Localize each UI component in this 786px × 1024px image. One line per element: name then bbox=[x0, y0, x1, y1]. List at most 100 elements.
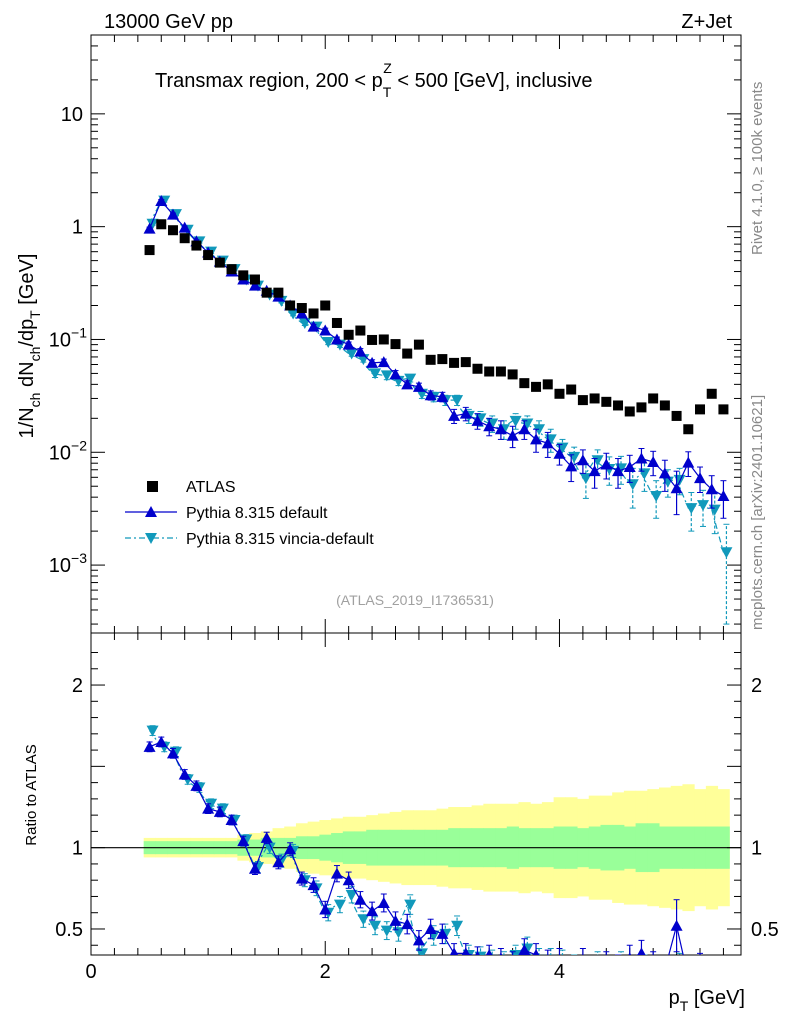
vincia-point bbox=[298, 317, 311, 329]
atlas-point bbox=[144, 245, 155, 256]
atlas-point bbox=[285, 300, 296, 311]
main-y-axis-label: 1/Nch dNch/dpT [GeV] bbox=[16, 254, 43, 439]
atlas-point bbox=[343, 329, 354, 340]
default-point bbox=[366, 356, 379, 368]
vincia-point bbox=[638, 468, 651, 480]
ratio-default-point bbox=[166, 747, 179, 759]
default-line bbox=[149, 199, 724, 497]
default-point bbox=[483, 420, 496, 432]
default-point bbox=[412, 380, 425, 392]
ratio-default-point bbox=[342, 874, 355, 886]
ratio-default-point bbox=[577, 956, 589, 967]
default-point bbox=[588, 465, 601, 477]
ratio-default-point bbox=[542, 956, 554, 967]
atlas-point bbox=[367, 334, 378, 345]
default-point bbox=[541, 437, 554, 449]
ratio-default-point bbox=[694, 964, 706, 975]
default-point bbox=[166, 208, 179, 220]
ratio-default-point bbox=[449, 947, 459, 955]
default-point bbox=[600, 458, 613, 470]
default-point bbox=[694, 472, 707, 484]
ratio-default-point bbox=[284, 843, 297, 855]
ratio-vincia-point bbox=[685, 973, 697, 984]
atlas-point bbox=[577, 395, 588, 406]
ratio-default-point bbox=[248, 862, 261, 874]
atlas-point bbox=[542, 379, 553, 390]
ratio-default-point bbox=[565, 969, 577, 980]
default-point bbox=[307, 320, 320, 332]
ratio-default-point bbox=[213, 805, 226, 817]
vincia-point bbox=[451, 395, 464, 407]
default-point bbox=[424, 389, 437, 401]
vincia-point bbox=[322, 336, 335, 348]
ratio-default-point bbox=[225, 814, 238, 826]
ratio-default-point bbox=[307, 879, 320, 891]
ratio-y-tick-label: 0.5 bbox=[55, 919, 83, 941]
atlas-point bbox=[531, 381, 542, 392]
main-data-layer bbox=[143, 194, 733, 625]
atlas-point bbox=[378, 334, 389, 345]
atlas-point bbox=[390, 339, 401, 350]
legend-pythia-default-marker bbox=[145, 506, 157, 517]
atlas-point bbox=[249, 274, 260, 285]
vincia-point bbox=[685, 503, 698, 515]
atlas-point bbox=[425, 354, 436, 365]
default-point bbox=[248, 279, 261, 291]
legend-pythia-default-label: Pythia 8.315 default bbox=[186, 505, 328, 522]
atlas-point bbox=[167, 225, 178, 236]
ratio-y-axis-label: Ratio to ATLAS bbox=[23, 744, 40, 845]
ratio-default-point bbox=[670, 919, 683, 931]
atlas-point bbox=[355, 325, 366, 336]
atlas-point bbox=[413, 339, 424, 350]
rivet-label: Rivet 4.1.0, ≥ 100k events bbox=[749, 82, 766, 255]
ratio-default-point bbox=[628, 952, 632, 955]
ratio-default-point bbox=[272, 856, 285, 868]
atlas-point bbox=[671, 410, 682, 421]
default-point bbox=[389, 368, 402, 380]
default-point bbox=[565, 460, 578, 472]
atlas-point bbox=[203, 250, 214, 261]
default-point bbox=[342, 338, 355, 350]
ratio-vincia-point bbox=[333, 899, 346, 911]
ratio-default-point bbox=[366, 905, 379, 917]
ratio-default-point bbox=[155, 735, 168, 747]
ratio-default-point bbox=[319, 903, 332, 915]
main-y-tick-label: 1 bbox=[72, 217, 83, 239]
atlas-point bbox=[484, 366, 495, 377]
ratio-default-point bbox=[143, 740, 156, 752]
ratio-default-point bbox=[202, 802, 215, 814]
atlas-point bbox=[636, 402, 647, 413]
atlas-point bbox=[659, 400, 670, 411]
main-y-tick-label: 10 bbox=[61, 104, 83, 126]
atlas-point bbox=[601, 396, 612, 407]
vincia-point bbox=[708, 504, 721, 516]
main-y-tick-label: 10−2 bbox=[49, 437, 87, 464]
atlas-point bbox=[156, 219, 167, 230]
atlas-point bbox=[495, 366, 506, 377]
default-point bbox=[143, 222, 156, 234]
default-point bbox=[576, 454, 589, 466]
ratio-default-point bbox=[412, 934, 425, 946]
atlas-point bbox=[507, 369, 518, 380]
vincia-point bbox=[626, 479, 639, 491]
atlas-point bbox=[214, 257, 225, 268]
x-tick-label: 4 bbox=[554, 961, 565, 983]
legend: ATLAS Pythia 8.315 default Pythia 8.315 … bbox=[125, 479, 374, 548]
mcplots-label: mcplots.cern.ch [arXiv:2401.10621] bbox=[749, 395, 766, 630]
atlas-point bbox=[683, 424, 694, 435]
default-point bbox=[530, 433, 543, 445]
default-point bbox=[377, 356, 390, 368]
ratio-default-point bbox=[659, 964, 671, 975]
vincia-line bbox=[149, 199, 725, 553]
vincia-point bbox=[591, 455, 604, 467]
atlas-point bbox=[179, 233, 190, 244]
ratio-vincia-point bbox=[263, 842, 276, 854]
default-point bbox=[705, 483, 718, 495]
default-point bbox=[717, 489, 730, 501]
atlas-point bbox=[296, 303, 307, 314]
ratio-default-point bbox=[260, 831, 273, 843]
ratio-default-point bbox=[436, 927, 449, 939]
atlas-point bbox=[191, 240, 202, 251]
ratio-data-layer bbox=[91, 725, 741, 984]
